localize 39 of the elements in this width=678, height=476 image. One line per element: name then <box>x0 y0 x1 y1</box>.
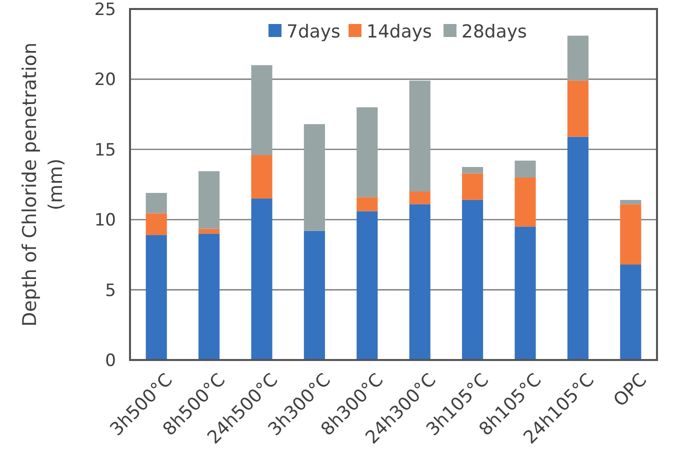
bar <box>514 226 536 360</box>
bar <box>567 136 588 360</box>
bar <box>567 36 588 81</box>
legend-label: 28days <box>462 21 527 42</box>
y-tick-label: 5 <box>105 280 116 301</box>
bar <box>620 204 642 265</box>
bar <box>356 211 378 360</box>
bar <box>620 200 642 204</box>
bar <box>146 235 167 360</box>
bar <box>251 198 272 360</box>
y-tick-label: 10 <box>94 210 116 231</box>
y-tick-label: 15 <box>94 140 116 160</box>
bar <box>409 192 430 204</box>
bar <box>356 107 378 198</box>
bar <box>304 230 325 360</box>
bar <box>514 160 536 178</box>
bar <box>146 192 167 214</box>
bar <box>146 213 167 236</box>
legend-label: 14days <box>366 21 432 42</box>
bar <box>356 197 378 212</box>
bar <box>462 166 484 174</box>
bar <box>462 200 484 360</box>
bar <box>514 177 536 227</box>
bar <box>304 124 325 231</box>
bar <box>567 80 588 137</box>
bar <box>462 173 484 200</box>
y-tick-label: 0 <box>105 350 116 371</box>
bar <box>198 171 220 229</box>
bar <box>251 65 272 156</box>
bar <box>409 80 430 192</box>
y-axis-title: Depth of Chloride penetration (mm) <box>19 42 67 327</box>
bar <box>620 264 642 360</box>
bar <box>409 204 430 360</box>
y-tick-label: 25 <box>94 0 116 20</box>
bar <box>251 155 272 199</box>
bar <box>198 234 220 360</box>
bar <box>198 228 220 234</box>
y-tick-label: 20 <box>94 70 116 90</box>
legend-label: 7days <box>286 21 340 42</box>
